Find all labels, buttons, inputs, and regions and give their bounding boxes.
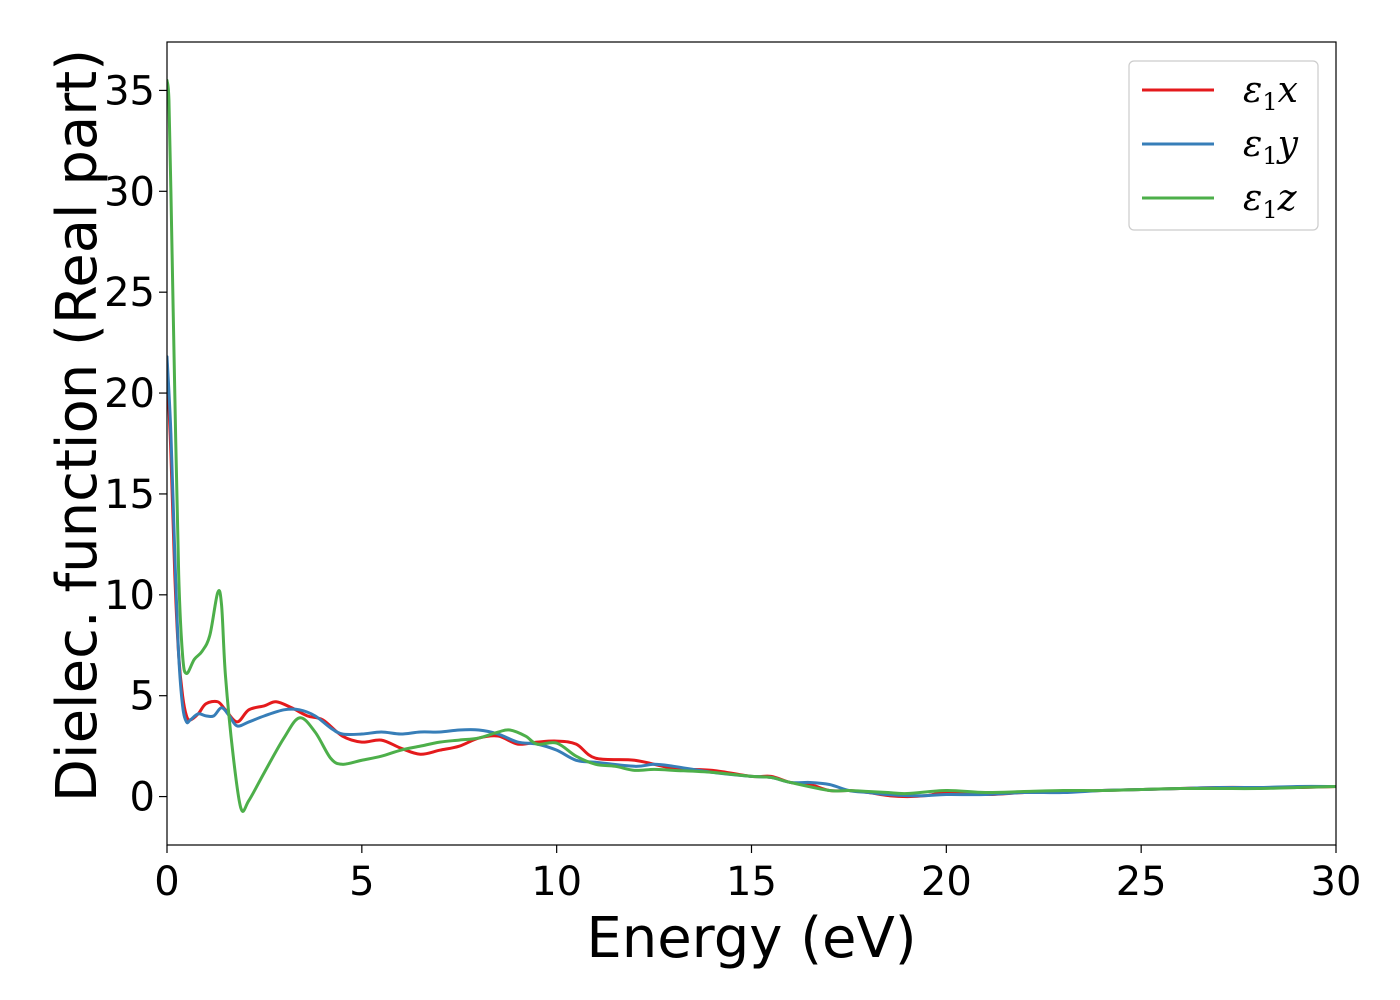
legend-label-1: ε1x (1243, 70, 1298, 116)
x-axis-ticks: 0 5 10 15 20 25 30 (154, 845, 1361, 905)
y-tick-label: 0 (130, 775, 155, 821)
y-tick-label: 5 (130, 674, 155, 720)
series-line-3 (167, 78, 1336, 813)
y-tick-label: 35 (104, 68, 155, 114)
legend-label-3: ε1z (1243, 178, 1298, 224)
x-tick-label: 15 (726, 859, 777, 905)
y-tick-label: 30 (104, 169, 155, 215)
legend-box (1128, 60, 1319, 231)
legend-label-2: ε1y (1243, 124, 1299, 170)
x-tick-label: 20 (921, 859, 972, 905)
legend: ε1x ε1y ε1z (1128, 60, 1319, 231)
y-axis-ticks: 0 5 10 15 20 25 30 35 (104, 68, 167, 821)
x-tick-label: 30 (1311, 859, 1362, 905)
y-tick-label: 25 (104, 270, 155, 316)
series-layer (167, 78, 1336, 813)
x-tick-label: 5 (349, 859, 374, 905)
y-axis-label: Dielec. function (Real part) (45, 49, 110, 802)
x-axis-label: Energy (eV) (586, 906, 916, 971)
x-tick-label: 25 (1116, 859, 1167, 905)
x-tick-label: 0 (154, 859, 179, 905)
series-line-2 (167, 355, 1336, 798)
y-tick-label: 10 (104, 573, 155, 619)
y-tick-label: 15 (104, 472, 155, 518)
x-tick-label: 10 (531, 859, 582, 905)
y-tick-label: 20 (104, 371, 155, 417)
